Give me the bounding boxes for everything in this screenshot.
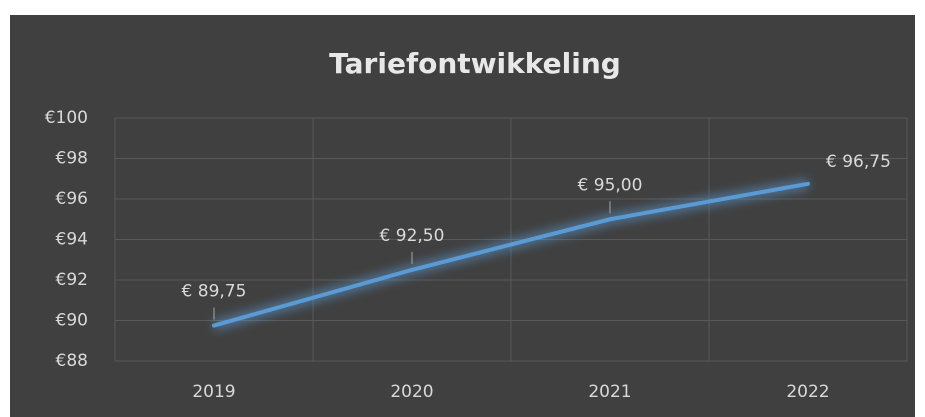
chart-background [10, 15, 915, 417]
y-tick-label: €100 [45, 108, 88, 128]
y-tick-label: €92 [56, 270, 88, 290]
y-tick-label: €94 [56, 230, 88, 250]
data-label: € 92,50 [380, 226, 445, 246]
data-label: € 95,00 [578, 175, 643, 195]
data-label: € 96,75 [826, 152, 891, 172]
x-tick-label: 2021 [588, 382, 631, 402]
y-tick-label: €90 [56, 311, 88, 331]
line [212, 181, 810, 328]
chart-title: Tariefontwikkeling [329, 47, 621, 80]
y-tick-label: €88 [56, 351, 88, 371]
y-tick-label: €98 [56, 149, 88, 169]
x-tick-label: 2019 [192, 382, 235, 402]
y-tick-label: €96 [56, 189, 88, 209]
x-tick-label: 2020 [390, 382, 433, 402]
x-tick-label: 2022 [786, 382, 829, 402]
data-label: € 89,75 [182, 282, 247, 302]
